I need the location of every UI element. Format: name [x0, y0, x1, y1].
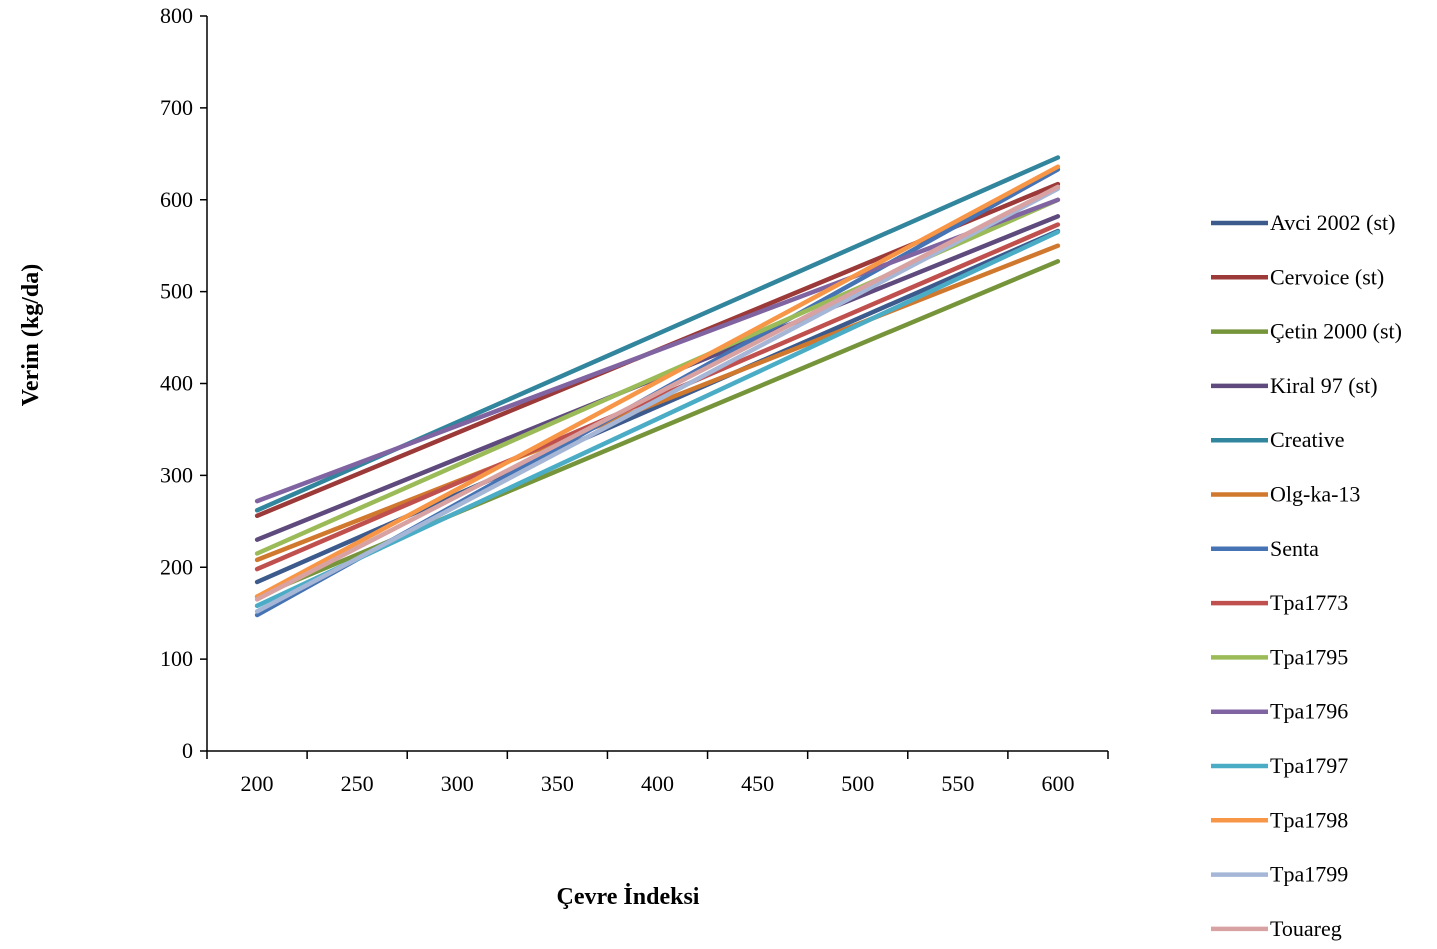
x-tick-label: 500 [841, 771, 874, 796]
legend-label: Kiral 97 (st) [1270, 373, 1378, 398]
legend-label: Tpa1797 [1270, 753, 1348, 778]
series-line-tpa1799 [254, 186, 1061, 614]
legend-label: Tpa1799 [1270, 862, 1348, 887]
legend-label: Cervoice (st) [1270, 264, 1384, 289]
legend-label: Tpa1773 [1270, 590, 1348, 615]
series-line-avci-2002-st- [254, 228, 1061, 585]
series-line-touareg [254, 184, 1061, 602]
series-line-tpa1773 [254, 222, 1061, 572]
x-tick-label: 200 [241, 771, 274, 796]
series-line-tpa1798 [254, 164, 1061, 599]
x-tick-label: 300 [441, 771, 474, 796]
axes: 0 100 200 300 400 500 600 700 800 200 250 300 350 400… [160, 3, 1109, 796]
x-tick-label: 350 [541, 771, 574, 796]
y-axis-title: Verim (kg/da) [18, 264, 44, 406]
legend-label: Olg-ka-13 [1270, 482, 1360, 507]
x-tick-label: 250 [341, 771, 374, 796]
legend: Avci 2002 (st) Cervoice (st) Çetin 2000 (s… [1211, 210, 1402, 941]
y-tick-label: 200 [160, 554, 193, 579]
y-tick-label: 400 [160, 371, 193, 396]
x-tick-label: 550 [941, 771, 974, 796]
series-line-tpa1796 [254, 197, 1061, 504]
y-tick-label: 0 [182, 738, 193, 763]
y-tick-label: 600 [160, 187, 193, 212]
legend-label: Tpa1796 [1270, 699, 1348, 724]
legend-label: Tpa1798 [1270, 807, 1348, 832]
y-tick-label: 800 [160, 3, 193, 28]
y-tick-label: 700 [160, 95, 193, 120]
series-line-olg-ka-13 [254, 243, 1061, 563]
x-tick-label: 600 [1041, 771, 1074, 796]
legend-label: Touareg [1270, 916, 1342, 941]
series-lines [254, 155, 1061, 618]
legend-label: Çetin 2000 (st) [1270, 319, 1402, 344]
legend-label: Avci 2002 (st) [1270, 210, 1395, 235]
legend-label: Senta [1270, 536, 1319, 561]
x-tick-label: 400 [641, 771, 674, 796]
y-tick-label: 300 [160, 462, 193, 487]
legend-label: Tpa1795 [1270, 644, 1348, 669]
y-tick-label: 500 [160, 279, 193, 304]
y-tick-label: 100 [160, 646, 193, 671]
x-axis-title: Çevre İndeksi [557, 884, 700, 910]
x-tick-label: 450 [741, 771, 774, 796]
legend-label: Creative [1270, 427, 1345, 452]
